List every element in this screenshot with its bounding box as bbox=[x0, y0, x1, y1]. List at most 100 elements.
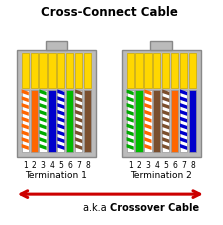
Polygon shape bbox=[144, 131, 151, 137]
Polygon shape bbox=[22, 131, 29, 137]
Bar bbox=[144, 53, 151, 89]
Text: 4: 4 bbox=[154, 160, 159, 169]
Polygon shape bbox=[162, 144, 169, 150]
Text: Cross-Connect Cable: Cross-Connect Cable bbox=[41, 6, 178, 18]
Polygon shape bbox=[22, 110, 29, 116]
Bar bbox=[180, 53, 187, 89]
Polygon shape bbox=[127, 117, 134, 123]
Polygon shape bbox=[75, 144, 82, 150]
Text: 2: 2 bbox=[137, 160, 141, 169]
Polygon shape bbox=[22, 90, 29, 96]
Bar bbox=[22, 91, 29, 152]
Polygon shape bbox=[57, 144, 64, 150]
Polygon shape bbox=[180, 104, 187, 110]
Bar bbox=[144, 91, 151, 152]
Bar bbox=[135, 53, 142, 89]
Polygon shape bbox=[162, 110, 169, 116]
Bar bbox=[48, 91, 56, 152]
Text: Termination 2: Termination 2 bbox=[130, 170, 192, 179]
Polygon shape bbox=[144, 97, 151, 103]
Polygon shape bbox=[180, 110, 187, 116]
Text: 2: 2 bbox=[32, 160, 37, 169]
Text: 4: 4 bbox=[50, 160, 54, 169]
Bar bbox=[162, 91, 169, 152]
Bar bbox=[153, 53, 160, 89]
Polygon shape bbox=[127, 104, 134, 110]
Polygon shape bbox=[22, 104, 29, 110]
Bar bbox=[31, 53, 38, 89]
Polygon shape bbox=[39, 137, 47, 144]
Bar bbox=[153, 91, 160, 152]
Bar bbox=[135, 91, 142, 152]
Bar bbox=[45, 42, 67, 50]
Bar bbox=[151, 42, 172, 50]
Bar bbox=[17, 50, 96, 157]
Polygon shape bbox=[22, 144, 29, 150]
Text: 6: 6 bbox=[172, 160, 177, 169]
Bar bbox=[75, 91, 82, 152]
Text: 7: 7 bbox=[76, 160, 81, 169]
Polygon shape bbox=[127, 90, 134, 96]
Polygon shape bbox=[57, 124, 64, 130]
Polygon shape bbox=[144, 144, 151, 150]
Polygon shape bbox=[144, 104, 151, 110]
Polygon shape bbox=[57, 137, 64, 144]
Polygon shape bbox=[57, 117, 64, 123]
Polygon shape bbox=[22, 117, 29, 123]
Polygon shape bbox=[75, 110, 82, 116]
Bar bbox=[162, 53, 169, 89]
Polygon shape bbox=[180, 117, 187, 123]
Bar bbox=[75, 53, 82, 89]
Polygon shape bbox=[75, 104, 82, 110]
Polygon shape bbox=[144, 90, 151, 96]
Polygon shape bbox=[144, 124, 151, 130]
Polygon shape bbox=[39, 97, 47, 103]
Polygon shape bbox=[75, 90, 82, 96]
Polygon shape bbox=[39, 90, 47, 96]
Text: 5: 5 bbox=[163, 160, 168, 169]
Bar bbox=[171, 53, 178, 89]
Text: 1: 1 bbox=[128, 160, 132, 169]
Bar bbox=[22, 53, 29, 89]
Polygon shape bbox=[22, 124, 29, 130]
Polygon shape bbox=[180, 137, 187, 144]
Bar bbox=[66, 91, 73, 152]
Text: Crossover Cable: Crossover Cable bbox=[110, 202, 199, 212]
Bar bbox=[39, 53, 47, 89]
Polygon shape bbox=[75, 137, 82, 144]
Text: 5: 5 bbox=[58, 160, 63, 169]
Bar bbox=[127, 91, 134, 152]
Text: Termination 1: Termination 1 bbox=[25, 170, 87, 179]
Polygon shape bbox=[162, 131, 169, 137]
Polygon shape bbox=[39, 131, 47, 137]
Polygon shape bbox=[144, 137, 151, 144]
Polygon shape bbox=[144, 110, 151, 116]
Bar bbox=[48, 53, 56, 89]
Polygon shape bbox=[75, 131, 82, 137]
Bar bbox=[122, 50, 201, 157]
Polygon shape bbox=[57, 90, 64, 96]
Polygon shape bbox=[180, 90, 187, 96]
Text: 8: 8 bbox=[190, 160, 195, 169]
Text: 1: 1 bbox=[23, 160, 28, 169]
Polygon shape bbox=[57, 97, 64, 103]
Polygon shape bbox=[127, 131, 134, 137]
Text: 3: 3 bbox=[41, 160, 45, 169]
Bar bbox=[31, 91, 38, 152]
Polygon shape bbox=[180, 97, 187, 103]
Bar bbox=[127, 53, 134, 89]
Polygon shape bbox=[127, 144, 134, 150]
Bar bbox=[39, 91, 47, 152]
Polygon shape bbox=[162, 90, 169, 96]
Polygon shape bbox=[127, 97, 134, 103]
Bar bbox=[84, 91, 91, 152]
Polygon shape bbox=[75, 124, 82, 130]
Polygon shape bbox=[57, 104, 64, 110]
Bar bbox=[189, 91, 196, 152]
Text: a.k.a: a.k.a bbox=[83, 202, 110, 212]
Polygon shape bbox=[127, 110, 134, 116]
Bar bbox=[189, 53, 196, 89]
Polygon shape bbox=[162, 137, 169, 144]
Polygon shape bbox=[22, 97, 29, 103]
Bar bbox=[57, 53, 64, 89]
